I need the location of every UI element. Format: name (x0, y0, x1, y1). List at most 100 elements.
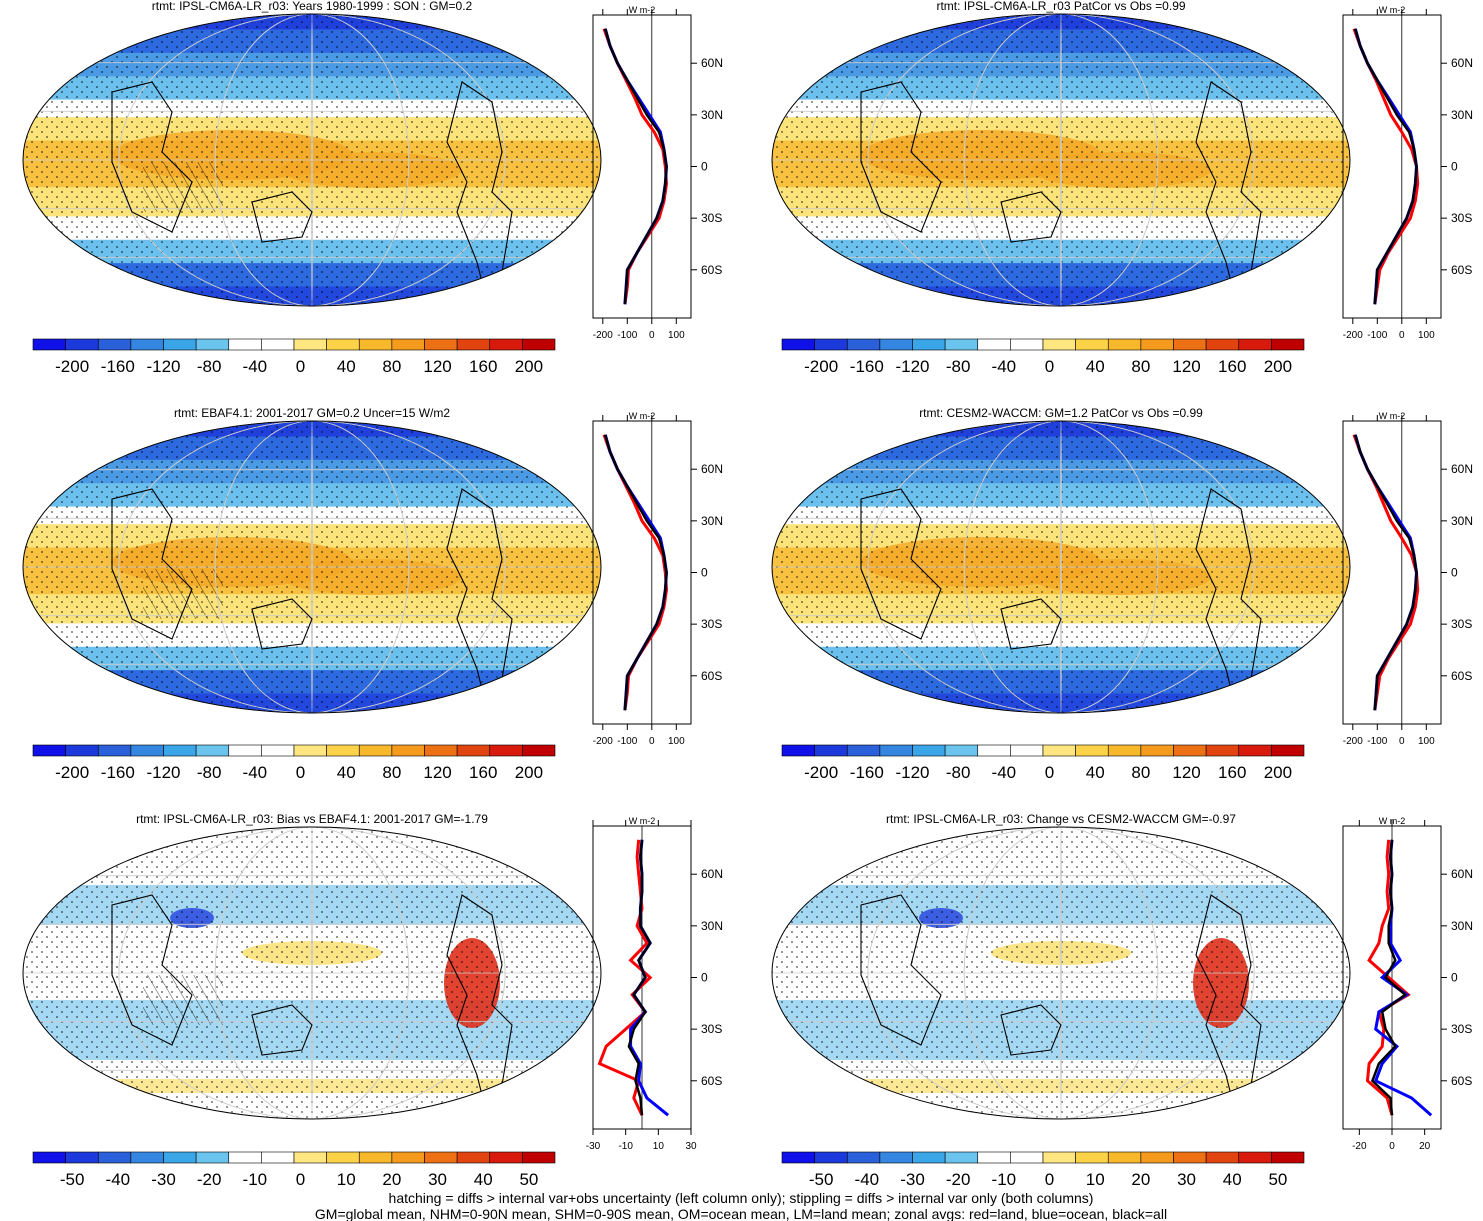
colorbar-swatch (781, 744, 815, 757)
colorbar-swatch (977, 744, 1011, 757)
zonal-all-line (1354, 434, 1418, 711)
colorbar-tick-label: 30 (428, 1170, 447, 1189)
colorbar-swatch (1042, 338, 1076, 351)
colorbar-tick-label: -160 (850, 763, 884, 782)
colorbar-swatch (1042, 1151, 1076, 1164)
colorbar-swatch (1010, 1151, 1044, 1164)
colorbar-tick-label: -80 (197, 763, 222, 782)
graticule-lon (963, 14, 1159, 306)
y-tick-label: 60S (1451, 669, 1472, 683)
y-tick-label: 30S (701, 617, 722, 631)
graticule-lon (867, 421, 1255, 713)
colorbar-swatch (944, 744, 979, 757)
colorbar-tick-label: 200 (1264, 357, 1292, 376)
colorbar-swatch (944, 338, 979, 351)
colorbar: -50 -40 -30 -20 -10 0 10 20 30 40 50 (32, 1151, 556, 1189)
y-tick-label: 0 (701, 160, 708, 174)
colorbar-tick-label: -40 (243, 763, 268, 782)
colorbar-tick-label: 0 (1045, 1170, 1054, 1189)
colorbar-tick-label: -30 (151, 1170, 176, 1189)
colorbar-swatch (391, 338, 425, 351)
colorbar-swatch (1205, 1151, 1240, 1164)
colorbar-swatch (814, 1151, 848, 1164)
colorbar-swatch (1107, 1151, 1142, 1164)
y-tick-label: 0 (1451, 160, 1458, 174)
colorbar-swatch (1271, 744, 1305, 757)
colorbar-swatch (1140, 744, 1174, 757)
colorbar-swatch (261, 744, 295, 757)
colorbar-tick-label: 10 (1086, 1170, 1105, 1189)
panel-title: rtmt: IPSL-CM6A-LR_r03: Change vs CESM2-… (886, 812, 1236, 826)
coastline (111, 81, 193, 233)
colorbar-swatch (130, 338, 164, 351)
colorbar-swatch (326, 744, 360, 757)
colorbar-tick-label: -40 (855, 1170, 880, 1189)
x-tick-label: 20 (1419, 1141, 1431, 1152)
x-tick-label: 100 (668, 736, 685, 747)
colorbar-swatch (65, 338, 99, 351)
colorbar-tick-label: -120 (895, 763, 929, 782)
colorbar-tick-label: -120 (895, 357, 929, 376)
colorbar-tick-label: 160 (469, 763, 497, 782)
map-border (22, 826, 602, 1120)
zonal-land-line (602, 28, 669, 305)
zonal-panel: W m-2 -30 -10 10 30 60N 30N 0 30S 60S (586, 816, 723, 1152)
colorbar-swatch (1107, 338, 1142, 351)
colorbar-swatch (489, 1151, 523, 1164)
y-tick-label: 60N (1451, 462, 1473, 476)
zonal-land-line (1352, 28, 1420, 305)
x-tick-label: -200 (1343, 330, 1363, 341)
colorbar-swatch (912, 744, 946, 757)
colorbar-swatch (130, 1151, 164, 1164)
colorbar-swatch (1173, 1151, 1207, 1164)
colorbar: -50 -40 -30 -20 -10 0 10 20 30 40 50 (781, 1151, 1305, 1189)
colorbar-tick-label: -10 (243, 1170, 268, 1189)
colorbar-tick-label: 40 (474, 1170, 493, 1189)
colorbar-swatch (1075, 338, 1109, 351)
colorbar-tick-label: -200 (804, 763, 838, 782)
colorbar-swatch (944, 1151, 979, 1164)
y-tick-label: 30S (1451, 1022, 1472, 1036)
zonal-panel: W m-2 -200 -100 0 100 60N 30N 0 30S 60S (592, 5, 723, 341)
y-tick-label: 30N (1451, 514, 1473, 528)
zonal-panel: W m-2 -200 -100 0 100 60N 30N 0 30S 60S (592, 411, 723, 747)
x-tick-label: -100 (1367, 736, 1387, 747)
map-border (771, 13, 1351, 307)
colorbar-tick-label: 20 (382, 1170, 401, 1189)
colorbar-swatch (358, 1151, 393, 1164)
panel-title: rtmt: IPSL-CM6A-LR_r03: Bias vs EBAF4.1:… (136, 812, 488, 826)
colorbar-tick-label: -120 (146, 763, 180, 782)
colorbar-tick-label: 20 (1131, 1170, 1150, 1189)
colorbar-swatch (456, 1151, 491, 1164)
colorbar-tick-label: -200 (55, 357, 89, 376)
map-field (772, 14, 1350, 306)
colorbar-swatch (97, 338, 132, 351)
y-tick-label: 60S (701, 669, 722, 683)
colorbar-swatch (1238, 744, 1272, 757)
graticule-lon (963, 421, 1159, 713)
coastline (860, 488, 942, 640)
colorbar-swatch (814, 744, 848, 757)
zonal-frame (592, 420, 692, 725)
colorbar-tick-label: -160 (101, 357, 135, 376)
x-tick-label: -10 (618, 1141, 633, 1152)
colorbar-tick-label: -50 (60, 1170, 85, 1189)
zonal-frame (1342, 14, 1442, 319)
y-tick-label: 60N (701, 867, 723, 881)
zonal-unit: W m-2 (1379, 411, 1406, 421)
colorbar-swatch (1107, 744, 1142, 757)
colorbar-tick-label: 120 (1172, 357, 1200, 376)
colorbar-swatch (163, 338, 197, 351)
zonal-unit: W m-2 (629, 411, 656, 421)
zonal-ocean-line (1353, 28, 1419, 305)
colorbar-tick-label: -40 (992, 357, 1017, 376)
y-tick-label: 60S (701, 263, 722, 277)
graticule-lon (214, 14, 410, 306)
colorbar-swatch (1271, 1151, 1305, 1164)
colorbar-swatch (195, 338, 230, 351)
y-tick-label: 0 (701, 971, 708, 985)
colorbar-tick-label: 50 (519, 1170, 538, 1189)
colorbar-tick-label: 200 (1264, 763, 1292, 782)
map-border (771, 826, 1351, 1120)
